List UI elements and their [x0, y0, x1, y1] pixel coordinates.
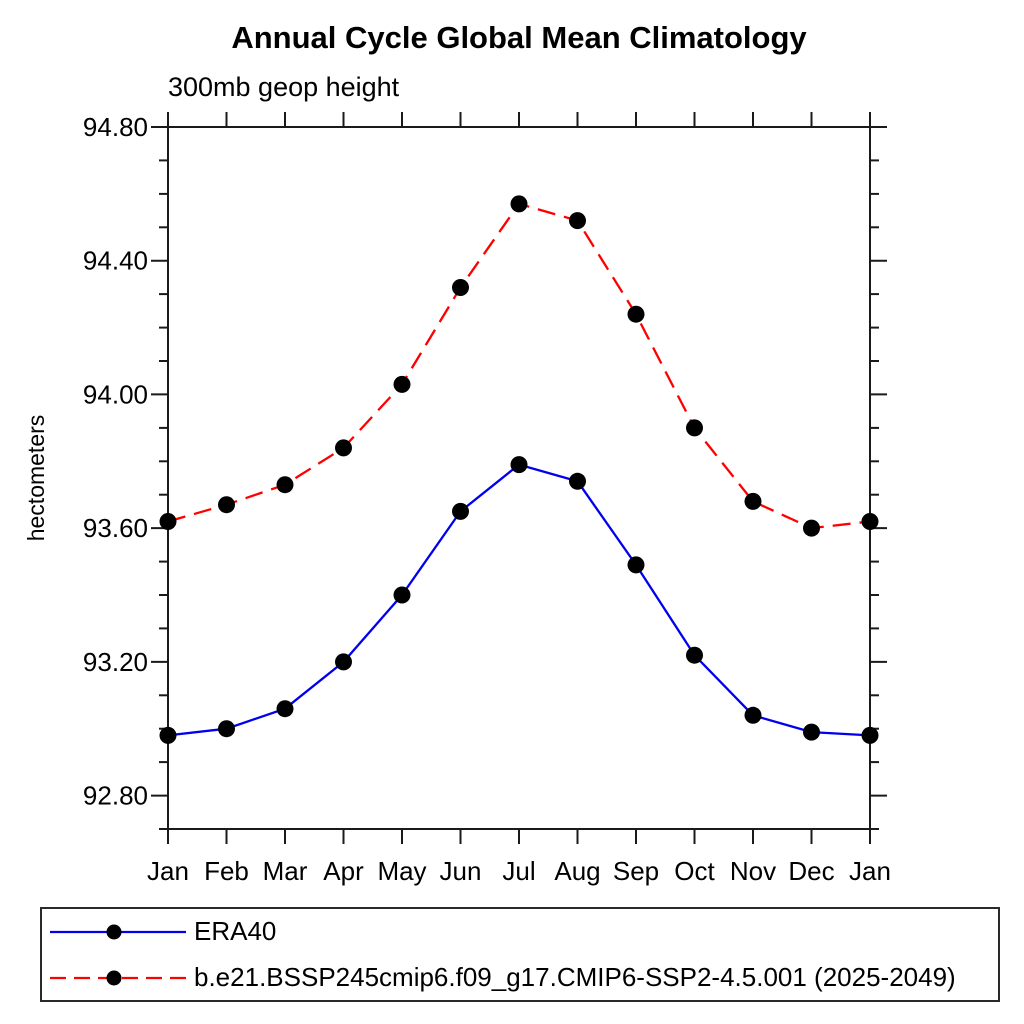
svg-text:93.60: 93.60 [83, 513, 148, 543]
svg-text:Sep: Sep [613, 856, 659, 886]
series-line-0 [167, 463, 871, 737]
plot-frame [167, 126, 871, 830]
svg-text:Dec: Dec [788, 856, 834, 886]
svg-text:Feb: Feb [204, 856, 249, 886]
svg-text:92.80: 92.80 [83, 781, 148, 811]
series-markers-1 [159, 195, 879, 537]
svg-text:May: May [377, 856, 426, 886]
y-axis-labels: 92.80 93.20 93.60 94.00 94.40 94.80 [83, 112, 148, 811]
x-axis-ticks [167, 112, 871, 844]
svg-text:Jan: Jan [147, 856, 189, 886]
svg-text:Jun: Jun [440, 856, 482, 886]
series-markers-0 [159, 456, 879, 744]
y-axis-ticks [151, 126, 887, 830]
legend-line-sample-icon [50, 970, 186, 985]
svg-text:Jan: Jan [849, 856, 891, 886]
plot-area: Jan Feb Mar Apr May Jun Jul Aug Sep Oct Nov Dec Jan 9… [83, 112, 891, 886]
svg-text:94.80: 94.80 [83, 112, 148, 142]
svg-text:Aug: Aug [554, 856, 600, 886]
chart-title: Annual Cycle Global Mean Climatology [231, 20, 807, 55]
svg-text:94.40: 94.40 [83, 246, 148, 276]
svg-text:Nov: Nov [730, 856, 776, 886]
legend-item: ERA40 [48, 913, 998, 951]
legend: ERA40 b.e21.BSSP245cmip6.f09_g17.CMIP6-SS… [40, 907, 1000, 1002]
chart-subtitle: 300mb geop height [168, 72, 400, 102]
legend-label: b.e21.BSSP245cmip6.f09_g17.CMIP6-SSP2-4.… [194, 962, 956, 992]
svg-text:Oct: Oct [674, 856, 715, 886]
svg-text:94.00: 94.00 [83, 379, 148, 409]
legend-label: ERA40 [194, 916, 277, 946]
x-axis-labels: Jan Feb Mar Apr May Jun Jul Aug Sep Oct Nov Dec Jan [147, 856, 891, 886]
legend-item: b.e21.BSSP245cmip6.f09_g17.CMIP6-SSP2-4.… [48, 959, 998, 997]
svg-text:93.20: 93.20 [83, 647, 148, 677]
svg-text:Apr: Apr [323, 856, 364, 886]
legend-line-sample-icon [50, 924, 186, 939]
svg-text:Jul: Jul [502, 856, 535, 886]
svg-text:Mar: Mar [263, 856, 308, 886]
series-line-1 [167, 202, 871, 530]
